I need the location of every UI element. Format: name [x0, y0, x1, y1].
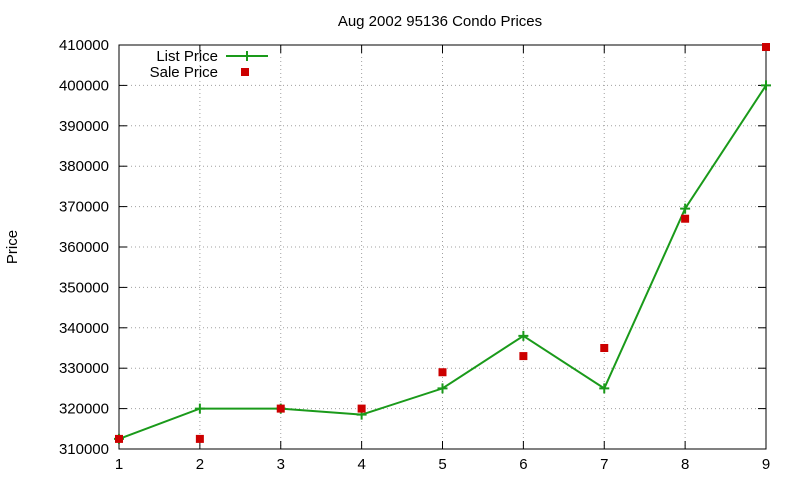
y-tick-label: 410000 [59, 37, 109, 54]
y-tick-label: 360000 [59, 239, 109, 256]
data-point [438, 368, 447, 377]
data-series [114, 43, 771, 444]
legend-swatch-marker [241, 68, 249, 76]
x-tick-label: 1 [115, 456, 123, 473]
data-point [437, 383, 448, 394]
data-point [276, 404, 285, 413]
data-point [357, 404, 366, 413]
legend-swatch-marker [242, 51, 252, 61]
x-tick-label: 8 [681, 456, 689, 473]
y-tick-label: 350000 [59, 279, 109, 296]
plot-border [118, 44, 767, 450]
y-tick-label: 330000 [59, 360, 109, 377]
axes [118, 44, 767, 450]
data-point [681, 214, 690, 223]
y-tick-label: 320000 [59, 401, 109, 418]
x-tick-label: 2 [196, 456, 204, 473]
data-point [195, 434, 204, 443]
y-tick-label: 380000 [59, 158, 109, 175]
legend-label: Sale Price [150, 64, 218, 81]
data-point [194, 403, 205, 414]
grid-lines [119, 45, 766, 449]
y-tick-label: 370000 [59, 199, 109, 216]
data-point [115, 434, 123, 443]
y-tick-label: 400000 [59, 77, 109, 94]
data-point [680, 203, 691, 214]
legend-label: List Price [156, 48, 218, 65]
y-tick-label: 340000 [59, 320, 109, 337]
tick-labels: 310000 320000 330000 340000 350000 360000 3700… [59, 37, 770, 473]
data-point [518, 330, 529, 341]
data-point [599, 383, 610, 394]
y-tick-label: 310000 [59, 441, 109, 458]
x-tick-label: 9 [762, 456, 770, 473]
x-tick-label: 7 [600, 456, 608, 473]
x-tick-label: 6 [519, 456, 527, 473]
data-point [761, 80, 771, 91]
data-point [600, 344, 609, 352]
y-tick-label: 390000 [59, 118, 109, 135]
chart-title: Aug 2002 95136 Condo Prices [338, 13, 542, 30]
y-axis-label: Price [4, 230, 21, 264]
data-point [519, 352, 528, 361]
series-1 [115, 43, 770, 443]
x-tick-label: 4 [357, 456, 365, 473]
x-tick-label: 5 [438, 456, 446, 473]
data-point [762, 43, 770, 52]
x-tick-label: 3 [277, 456, 285, 473]
